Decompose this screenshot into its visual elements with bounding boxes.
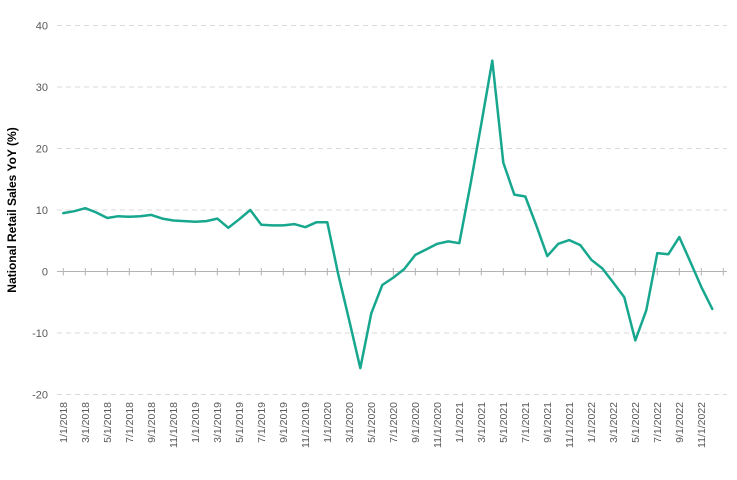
x-tick-label: 9/1/2020 [410,402,422,443]
x-tick-label: 1/1/2019 [190,402,202,443]
y-tick-label: -20 [32,390,48,402]
x-tick-label: 7/1/2020 [388,402,400,443]
y-tick-label: 10 [36,205,48,217]
y-axis-tick-labels: 40 30 20 10 0 -10 -20 [32,21,48,402]
x-tick-label: 9/1/2018 [146,402,158,443]
x-axis-ticks [62,268,724,276]
x-tick-label: 5/1/2018 [102,402,114,443]
gridlines [57,25,727,395]
y-tick-label: 0 [42,267,48,279]
x-tick-label: 5/1/2019 [234,402,246,443]
series-group [62,59,714,370]
x-tick-label: 1/1/2021 [454,402,466,443]
x-tick-label: 5/1/2021 [498,402,510,443]
x-tick-label: 11/1/2019 [300,402,312,448]
x-tick-label: 11/1/2018 [168,402,180,448]
y-axis-title: National Retail Sales YoY (%) [5,127,19,292]
x-axis-tick-labels: 1/1/2018 3/1/2018 5/1/2018 7/1/2018 9/1/2018… [58,402,708,448]
y-tick-label: 40 [36,21,48,33]
x-tick-label: 9/1/2021 [542,402,554,443]
x-tick-label: 1/1/2022 [586,402,598,443]
x-tick-label: 7/1/2019 [256,402,268,443]
x-tick-label: 3/1/2018 [80,402,92,443]
y-tick-label: 20 [36,144,48,156]
x-tick-label: 5/1/2020 [366,402,378,443]
y-tick-label: 30 [36,82,48,94]
x-tick-label: 11/1/2022 [696,402,708,448]
x-tick-label: 5/1/2022 [630,402,642,443]
retail-sales-line-series [62,59,714,370]
x-tick-label: 3/1/2020 [344,402,356,443]
x-tick-label: 11/1/2021 [564,402,576,448]
x-tick-label: 7/1/2021 [520,402,532,443]
x-tick-label: 9/1/2019 [278,402,290,443]
x-tick-label: 9/1/2022 [674,402,686,443]
y-tick-label: -10 [32,328,48,340]
x-tick-label: 3/1/2021 [476,402,488,443]
x-tick-label: 3/1/2022 [608,402,620,443]
x-tick-label: 1/1/2018 [58,402,70,443]
x-tick-label: 1/1/2020 [322,402,334,443]
x-tick-label: 3/1/2019 [212,402,224,443]
x-tick-label: 7/1/2022 [652,402,664,443]
x-tick-label: 7/1/2018 [124,402,136,443]
x-tick-label: 11/1/2020 [432,402,444,448]
